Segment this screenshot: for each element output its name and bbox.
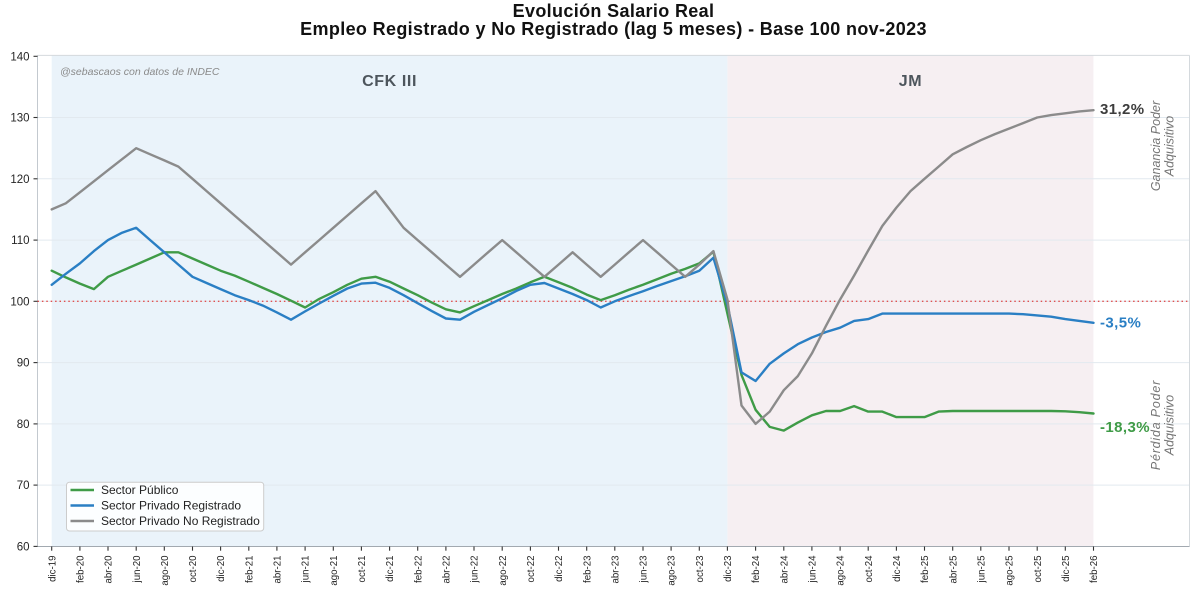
- svg-text:60: 60: [17, 542, 30, 554]
- svg-text:abr-20: abr-20: [104, 555, 115, 584]
- svg-text:oct-24: oct-24: [864, 555, 875, 583]
- svg-text:Adquisitivo: Adquisitivo: [1163, 395, 1177, 456]
- svg-text:70: 70: [17, 480, 30, 492]
- svg-text:ago-25: ago-25: [1005, 556, 1016, 586]
- svg-text:abr-22: abr-22: [442, 556, 453, 584]
- svg-text:feb-26: feb-26: [1089, 556, 1100, 583]
- svg-text:jun-22: jun-22: [470, 556, 481, 584]
- svg-text:feb-22: feb-22: [413, 556, 424, 583]
- svg-text:@sebascaos con datos de INDEC: @sebascaos con datos de INDEC: [60, 66, 220, 78]
- svg-text:120: 120: [10, 174, 29, 186]
- svg-text:ago-21: ago-21: [329, 556, 340, 586]
- svg-text:ago-24: ago-24: [836, 555, 847, 586]
- svg-text:100: 100: [10, 296, 29, 308]
- svg-text:90: 90: [17, 358, 30, 370]
- svg-text:-18,3%: -18,3%: [1100, 419, 1150, 436]
- svg-text:JM: JM: [899, 73, 922, 90]
- svg-text:dic-22: dic-22: [554, 556, 565, 582]
- svg-text:ago-20: ago-20: [160, 555, 171, 586]
- svg-text:80: 80: [17, 419, 30, 431]
- svg-text:dic-21: dic-21: [385, 556, 396, 582]
- svg-text:Ganancia Poder: Ganancia Poder: [1149, 100, 1163, 191]
- svg-text:feb-20: feb-20: [76, 555, 87, 583]
- svg-text:Evolución Salario Real: Evolución Salario Real: [513, 1, 715, 21]
- svg-text:oct-21: oct-21: [357, 556, 368, 583]
- svg-text:jun-25: jun-25: [976, 556, 987, 584]
- svg-text:140: 140: [10, 51, 29, 63]
- svg-text:jun-24: jun-24: [808, 555, 819, 584]
- svg-text:Empleo Registrado y No Registr: Empleo Registrado y No Registrado (lag 5…: [300, 19, 927, 39]
- svg-text:dic-20: dic-20: [216, 555, 227, 582]
- svg-text:abr-24: abr-24: [779, 555, 790, 584]
- svg-text:feb-21: feb-21: [244, 556, 255, 583]
- svg-text:oct-22: oct-22: [526, 556, 537, 583]
- svg-text:abr-21: abr-21: [273, 556, 284, 584]
- svg-text:ago-23: ago-23: [667, 556, 678, 586]
- svg-text:feb-25: feb-25: [920, 556, 931, 583]
- svg-text:dic-24: dic-24: [892, 555, 903, 582]
- svg-text:ago-22: ago-22: [498, 556, 509, 586]
- svg-text:Sector Privado No Registrado: Sector Privado No Registrado: [101, 514, 260, 528]
- svg-text:oct-25: oct-25: [1033, 556, 1044, 583]
- svg-text:dic-19: dic-19: [47, 556, 58, 582]
- svg-text:Sector Público: Sector Público: [101, 483, 179, 497]
- svg-text:jun-23: jun-23: [639, 556, 650, 584]
- svg-text:Sector Privado Registrado: Sector Privado Registrado: [101, 499, 241, 513]
- svg-text:dic-23: dic-23: [723, 556, 734, 582]
- svg-text:-3,5%: -3,5%: [1100, 315, 1141, 332]
- svg-text:feb-24: feb-24: [751, 555, 762, 583]
- svg-text:feb-23: feb-23: [582, 556, 593, 583]
- svg-text:110: 110: [11, 235, 29, 247]
- svg-text:130: 130: [10, 113, 29, 125]
- svg-text:oct-20: oct-20: [188, 555, 199, 583]
- svg-text:Pérdida Poder: Pérdida Poder: [1149, 380, 1163, 470]
- svg-text:Adquisitivo: Adquisitivo: [1163, 116, 1177, 177]
- svg-text:oct-23: oct-23: [695, 556, 706, 583]
- svg-text:abr-25: abr-25: [948, 556, 959, 584]
- svg-text:jun-20: jun-20: [132, 555, 143, 584]
- svg-text:31,2%: 31,2%: [1100, 101, 1145, 118]
- svg-text:jun-21: jun-21: [301, 556, 312, 584]
- svg-text:abr-23: abr-23: [610, 556, 621, 584]
- svg-text:dic-25: dic-25: [1061, 556, 1072, 582]
- svg-text:CFK III: CFK III: [362, 73, 417, 90]
